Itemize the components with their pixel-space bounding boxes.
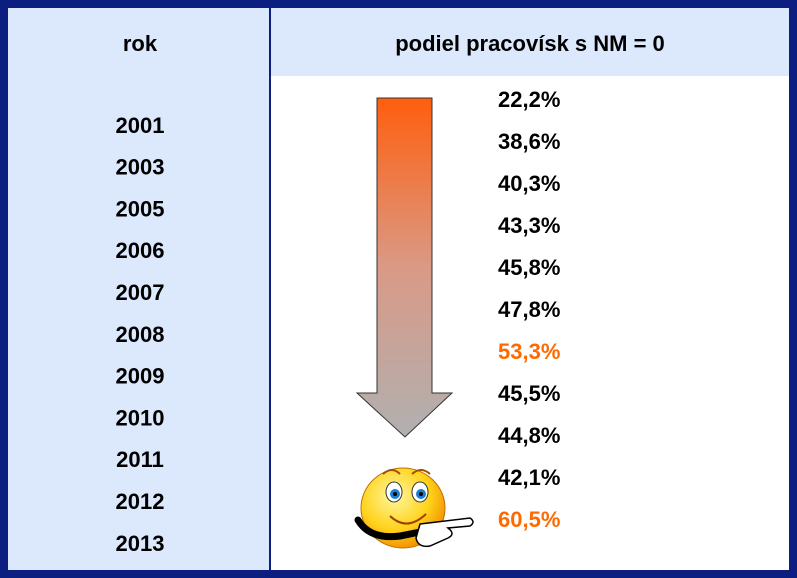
share-cell: 60,5%	[498, 507, 560, 532]
year-cell: 2011	[116, 447, 164, 472]
year-cell: 2010	[116, 405, 165, 430]
share-cell: 45,8%	[498, 255, 560, 280]
share-cell: 38,6%	[498, 129, 560, 154]
share-cell: 47,8%	[498, 297, 560, 322]
year-cell: 2013	[116, 531, 165, 556]
share-cell: 22,2%	[498, 87, 560, 112]
year-cell: 2001	[116, 113, 165, 138]
year-cell: 2003	[116, 155, 165, 180]
year-cell: 2012	[116, 489, 165, 514]
year-column	[8, 8, 270, 570]
year-cell: 2007	[116, 280, 165, 305]
year-cell: 2009	[116, 364, 165, 389]
header-year: rok	[123, 31, 158, 56]
share-cell: 53,3%	[498, 339, 560, 364]
down-arrow	[355, 97, 454, 438]
share-cell: 40,3%	[498, 171, 560, 196]
year-cell: 2006	[116, 238, 165, 263]
share-cell: 44,8%	[498, 423, 560, 448]
smiley	[354, 467, 474, 549]
year-cell: 2008	[116, 322, 165, 347]
share-cell: 45,5%	[498, 381, 560, 406]
year-cell: 2005	[116, 196, 165, 221]
header-share: podiel pracovísk s NM = 0	[395, 31, 665, 56]
share-cell: 43,3%	[498, 213, 560, 238]
share-cell: 42,1%	[498, 465, 560, 490]
